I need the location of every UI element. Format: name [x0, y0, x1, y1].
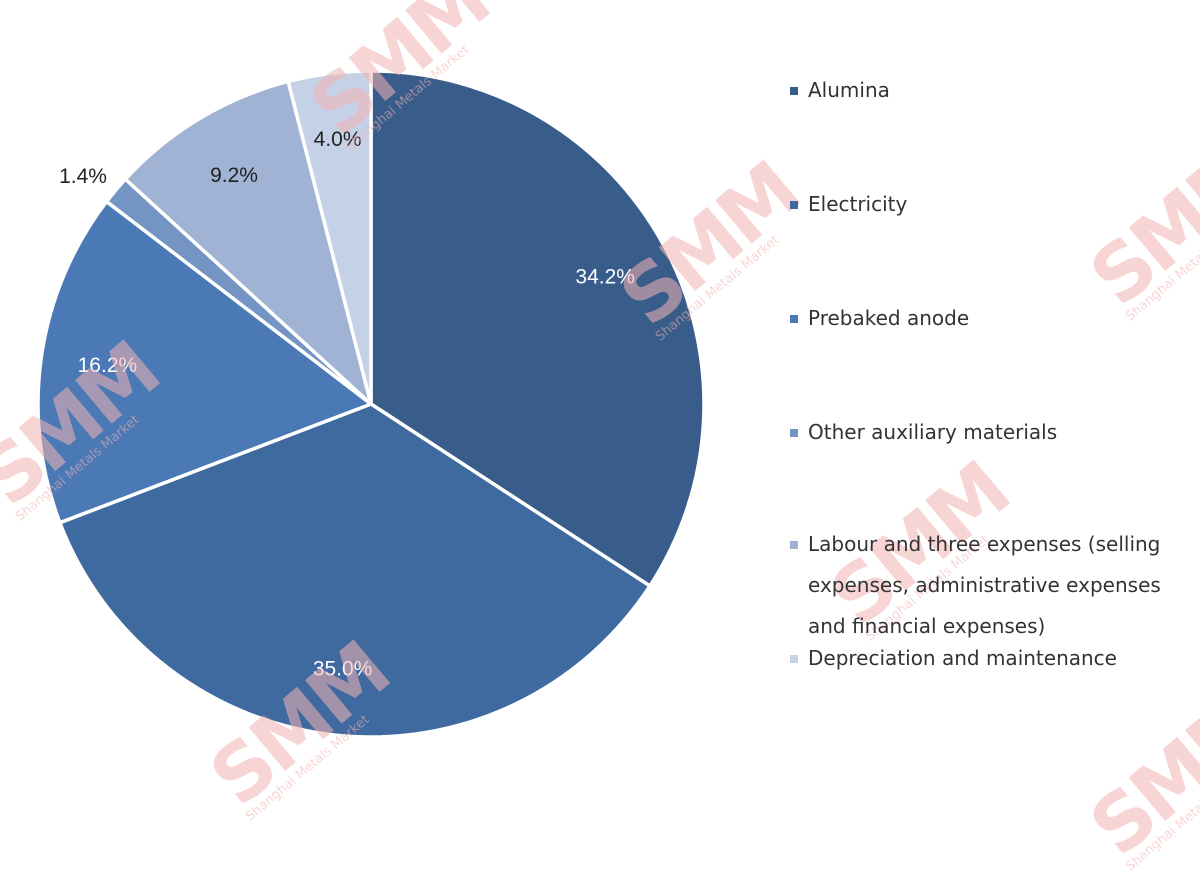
pie-slice: [123, 79, 373, 406]
legend-label: Electricity: [808, 192, 908, 216]
pie-slice: [36, 199, 373, 525]
legend-swatch: [790, 541, 798, 549]
pie-svg: 34.2% 35.0% 16.2% 1.4% 9.2% 4.0%: [36, 69, 706, 739]
legend-item: Depreciation and maintenance: [790, 638, 1183, 679]
legend-swatch: [790, 655, 798, 663]
legend-item: Other auxiliary materials: [790, 412, 1183, 453]
slice-data-label: 34.2%: [575, 266, 635, 289]
slice-data-label: 1.4%: [59, 165, 107, 188]
slice-data-label: 16.2%: [78, 354, 138, 377]
legend-swatch: [790, 315, 798, 323]
legend-swatch: [790, 87, 798, 95]
slice-data-label: 35.0%: [313, 657, 373, 680]
legend-swatch: [790, 201, 798, 209]
slice-data-label: 4.0%: [314, 128, 362, 151]
slice-data-label: 9.2%: [210, 164, 258, 187]
legend-item: Prebaked anode: [790, 298, 1183, 339]
legend-item: Electricity: [790, 184, 1183, 225]
legend-label: Alumina: [808, 78, 890, 102]
legend-label: Labour and three expenses (selling expen…: [808, 532, 1161, 638]
legend-label: Other auxiliary materials: [808, 420, 1058, 444]
pie-slice: [58, 402, 652, 739]
legend-item: Alumina: [790, 70, 1183, 111]
pie-slice: [286, 69, 373, 406]
legend-swatch: [790, 429, 798, 437]
legend-label: Prebaked anode: [808, 306, 970, 330]
legend-item: Labour and three expenses (selling expen…: [790, 524, 1183, 647]
legend-label: Depreciation and maintenance: [808, 646, 1117, 670]
pie-labels: 34.2% 35.0% 16.2% 1.4% 9.2% 4.0%: [59, 128, 635, 680]
pie-slices: [36, 69, 706, 739]
